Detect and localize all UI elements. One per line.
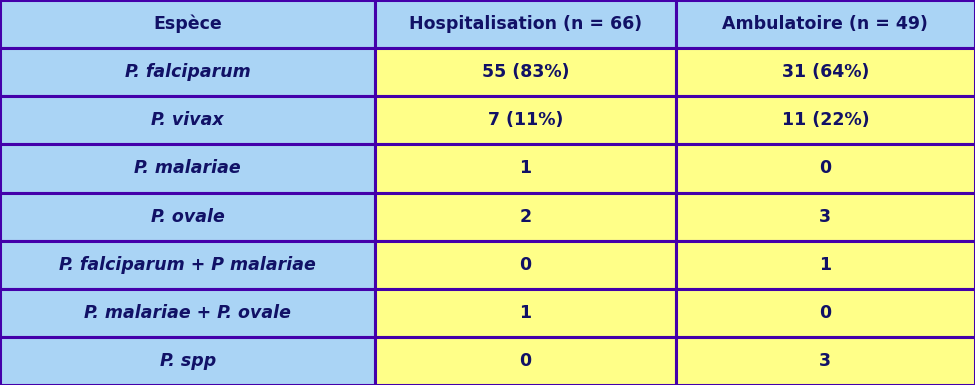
Text: P. vivax: P. vivax [151, 111, 224, 129]
Text: 1: 1 [520, 304, 531, 322]
Text: 0: 0 [520, 352, 531, 370]
Text: 3: 3 [819, 208, 832, 226]
Text: P. ovale: P. ovale [151, 208, 224, 226]
Bar [676, 48, 975, 96]
Bar [676, 241, 975, 289]
Bar [676, 144, 975, 192]
Bar [0, 48, 375, 96]
Text: 1: 1 [819, 256, 832, 274]
Bar [676, 96, 975, 144]
Text: Espèce: Espèce [153, 15, 222, 33]
Bar [375, 96, 676, 144]
Text: 1: 1 [520, 159, 531, 177]
Bar [0, 96, 375, 144]
Text: 7 (11%): 7 (11%) [488, 111, 564, 129]
Text: 3: 3 [819, 352, 832, 370]
Bar [0, 0, 375, 48]
Bar [676, 337, 975, 385]
Text: 55 (83%): 55 (83%) [482, 63, 569, 81]
Text: P. malariae: P. malariae [135, 159, 241, 177]
Bar [375, 241, 676, 289]
Bar [375, 0, 676, 48]
Bar [375, 289, 676, 337]
Text: P. malariae + P. ovale: P. malariae + P. ovale [84, 304, 292, 322]
Text: Ambulatoire (n = 49): Ambulatoire (n = 49) [722, 15, 928, 33]
Bar [0, 241, 375, 289]
Bar [0, 337, 375, 385]
Text: Hospitalisation (n = 66): Hospitalisation (n = 66) [409, 15, 643, 33]
Text: 2: 2 [520, 208, 531, 226]
Bar [676, 192, 975, 241]
Text: 0: 0 [819, 304, 832, 322]
Bar [375, 192, 676, 241]
Bar [676, 289, 975, 337]
Text: P. spp: P. spp [160, 352, 215, 370]
Bar [0, 289, 375, 337]
Bar [0, 192, 375, 241]
Text: 11 (22%): 11 (22%) [782, 111, 869, 129]
Text: 0: 0 [520, 256, 531, 274]
Bar [375, 337, 676, 385]
Bar [375, 144, 676, 192]
Text: P. falciparum + P malariae: P. falciparum + P malariae [59, 256, 316, 274]
Bar [375, 48, 676, 96]
Text: 0: 0 [819, 159, 832, 177]
Bar [0, 144, 375, 192]
Bar [676, 0, 975, 48]
Text: 31 (64%): 31 (64%) [782, 63, 869, 81]
Text: P. falciparum: P. falciparum [125, 63, 251, 81]
